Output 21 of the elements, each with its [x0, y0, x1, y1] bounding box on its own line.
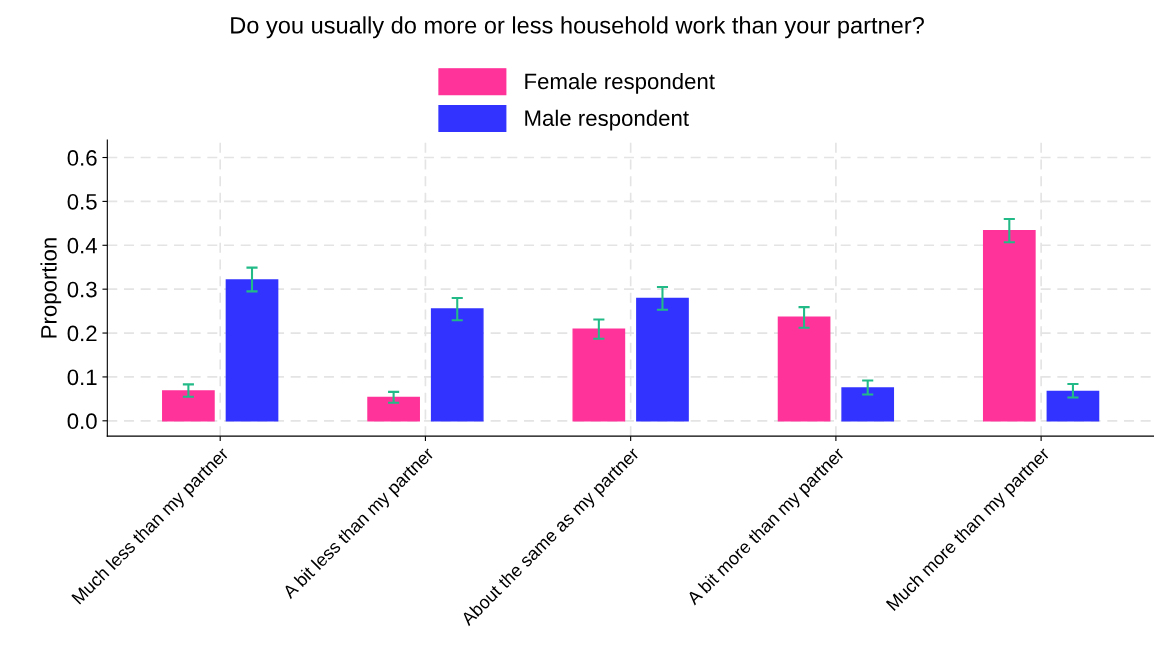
bar [430, 308, 484, 422]
bar [841, 387, 895, 422]
y-tick-label: 0.0 [67, 413, 97, 430]
y-tick-label: 0.3 [67, 281, 97, 298]
y-tick-label: 0.4 [67, 237, 97, 254]
bar [162, 390, 215, 422]
y-tick-label: 0.5 [67, 193, 97, 210]
legend-label: Female respondent [525, 72, 715, 94]
bar [225, 279, 279, 422]
legend-label: Male respondent [525, 109, 689, 131]
bar [982, 230, 1036, 422]
bar [636, 297, 689, 422]
bar [572, 328, 626, 422]
y-axis-title: Proportion [40, 238, 62, 338]
y-tick-label: 0.1 [67, 369, 97, 386]
bar [1046, 390, 1100, 422]
bar [367, 396, 420, 422]
y-tick-label: 0.6 [67, 150, 97, 166]
y-tick-label: 0.2 [67, 325, 97, 342]
bar [777, 316, 831, 422]
chart-title: Do you usually do more or less household work than your partner? [231, 16, 924, 39]
